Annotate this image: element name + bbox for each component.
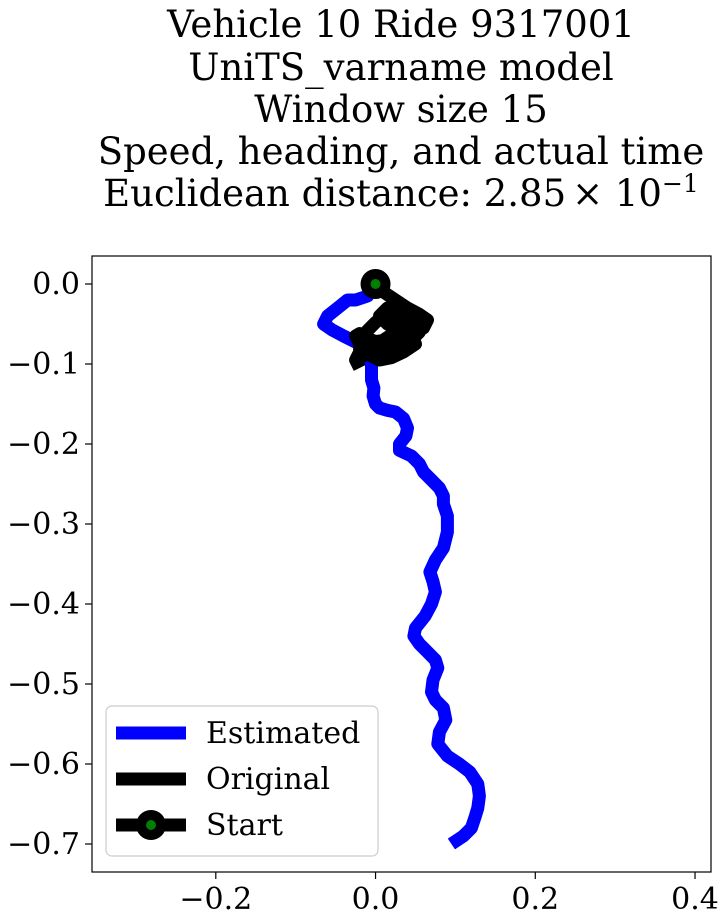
y-tick-label: −0.1 (7, 347, 80, 382)
x-tick-label: −0.2 (179, 882, 252, 917)
title-distance-exponent: −1 (662, 169, 699, 198)
y-tick-label: −0.3 (7, 507, 80, 542)
series-line-original (349, 279, 434, 371)
legend-label-start: Start (206, 808, 283, 843)
plot-frame (91, 255, 712, 873)
y-tick-label: −0.6 (7, 747, 80, 782)
legend-label-estimated: Estimated (206, 716, 360, 751)
title-line-distance: Euclidean distance: 2.85 × 10−1 (103, 169, 699, 215)
legend: Estimated Original Start (105, 705, 379, 857)
y-axis: 0.0 −0.1 −0.2 −0.3 −0.4 −0.5 −0.6 −0.7 (7, 267, 92, 862)
title-distance-prefix: Euclidean distance: 2.85 (103, 172, 566, 215)
title-distance-multiplier: × 10 (572, 172, 662, 215)
start-marker-dot (370, 279, 381, 289)
title-line-window: Window size 15 (254, 88, 548, 131)
legend-start-marker-dot (146, 820, 156, 830)
y-tick-label: −0.5 (7, 667, 80, 702)
x-tick-label: 0.2 (511, 882, 559, 917)
chart-title: Vehicle 10 Ride 9317001 UniTS_varname mo… (98, 3, 705, 215)
x-tick-label: 0.0 (352, 882, 400, 917)
y-tick-label: −0.2 (7, 427, 80, 462)
title-line-features: Speed, heading, and actual time (98, 130, 705, 173)
y-tick-label: −0.7 (7, 827, 80, 862)
title-line-vehicle: Vehicle 10 Ride 9317001 (166, 3, 635, 46)
title-line-model: UniTS_varname model (188, 46, 613, 90)
y-tick-label: 0.0 (32, 267, 80, 302)
y-tick-label: −0.4 (7, 587, 80, 622)
x-axis: −0.2 0.0 0.2 0.4 (179, 872, 719, 917)
x-tick-label: 0.4 (671, 882, 719, 917)
series-layer (317, 269, 486, 850)
legend-label-original: Original (206, 762, 330, 797)
